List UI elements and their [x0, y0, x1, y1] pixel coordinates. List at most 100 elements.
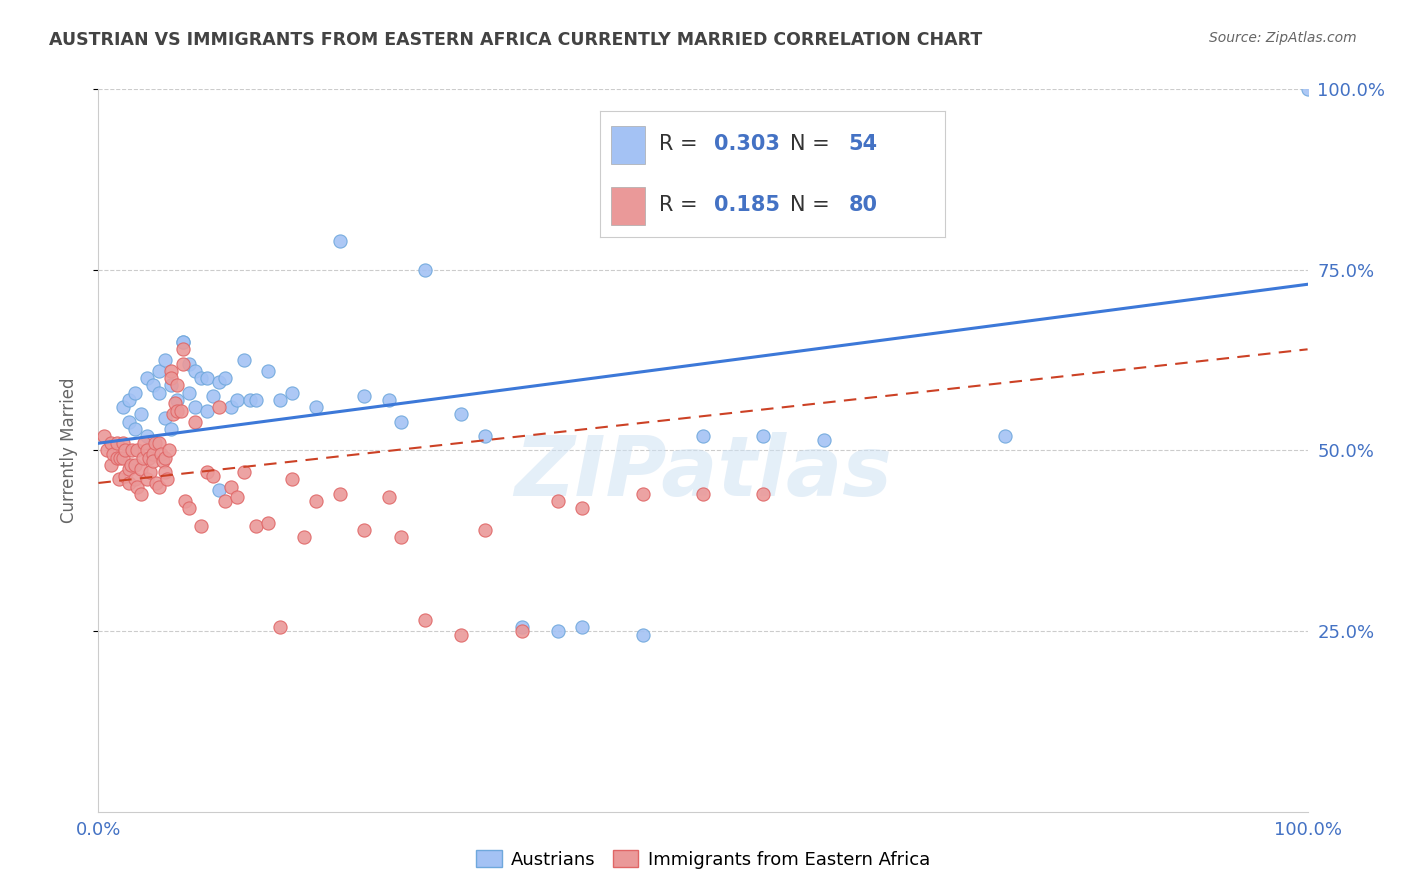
Point [214, 494, 236, 508]
Point [202, 389, 225, 403]
Point [190, 519, 212, 533]
Point [994, 429, 1017, 443]
Point [813, 433, 835, 447]
Point [124, 385, 146, 400]
Point [214, 371, 236, 385]
Point [631, 628, 654, 642]
Point [108, 472, 131, 486]
Point [752, 429, 775, 443]
Point [157, 443, 180, 458]
Point [153, 411, 176, 425]
Point [413, 262, 436, 277]
Point [143, 436, 166, 450]
Point [111, 450, 134, 465]
Point [142, 378, 165, 392]
Point [166, 403, 188, 417]
Point [148, 436, 170, 450]
Point [153, 353, 176, 368]
Point [184, 400, 207, 414]
Point [114, 443, 136, 458]
Point [571, 501, 593, 516]
Point [172, 334, 194, 349]
Point [127, 480, 149, 494]
Point [413, 613, 436, 627]
Point [121, 443, 143, 458]
Point [281, 472, 304, 486]
Point [202, 468, 225, 483]
Point [547, 494, 569, 508]
Point [135, 443, 157, 458]
Point [179, 385, 201, 400]
Point [153, 465, 176, 479]
Point [111, 400, 134, 414]
Point [245, 392, 267, 407]
Point [281, 385, 304, 400]
Point [172, 334, 194, 349]
Y-axis label: Currently Married: Currently Married [59, 377, 77, 524]
Point [166, 392, 188, 407]
Point [190, 371, 212, 385]
Point [208, 375, 231, 389]
Point [232, 465, 254, 479]
Point [124, 458, 146, 472]
Point [145, 475, 167, 490]
Point [292, 530, 315, 544]
Point [142, 454, 165, 468]
Point [179, 501, 201, 516]
Point [353, 523, 375, 537]
Point [166, 378, 188, 392]
Point [172, 343, 194, 357]
Point [148, 480, 170, 494]
Point [631, 487, 654, 501]
Point [221, 400, 243, 414]
Point [135, 429, 157, 443]
Point [160, 371, 183, 385]
Point [148, 364, 170, 378]
Point [101, 447, 124, 461]
Point [134, 436, 156, 450]
Point [114, 468, 136, 483]
Point [172, 357, 194, 371]
Point [692, 429, 714, 443]
Legend: Austrians, Immigrants from Eastern Africa: Austrians, Immigrants from Eastern Afric… [470, 843, 936, 876]
Point [118, 475, 141, 490]
Point [239, 392, 262, 407]
Point [135, 472, 157, 486]
Point [377, 392, 399, 407]
Point [163, 396, 186, 410]
Point [377, 491, 399, 505]
Point [124, 422, 146, 436]
Point [138, 450, 160, 465]
Point [105, 436, 128, 450]
Point [153, 450, 176, 465]
Point [129, 461, 152, 475]
Point [256, 364, 278, 378]
Point [129, 487, 152, 501]
Point [148, 385, 170, 400]
Point [195, 403, 218, 417]
Point [329, 234, 352, 248]
Point [169, 403, 191, 417]
Point [256, 516, 278, 530]
Point [139, 465, 162, 479]
Point [156, 472, 179, 486]
Point [152, 454, 174, 468]
Point [108, 450, 131, 465]
Point [752, 487, 775, 501]
Point [195, 465, 218, 479]
Point [160, 378, 183, 392]
Point [389, 530, 412, 544]
Point [162, 407, 184, 421]
Point [100, 436, 122, 450]
Point [571, 620, 593, 634]
Point [474, 523, 496, 537]
Point [232, 353, 254, 368]
Point [127, 443, 149, 458]
Point [208, 400, 231, 414]
Point [474, 429, 496, 443]
Point [195, 371, 218, 385]
Point [1296, 82, 1319, 96]
Point [160, 422, 183, 436]
Point [132, 450, 155, 465]
Point [179, 357, 201, 371]
